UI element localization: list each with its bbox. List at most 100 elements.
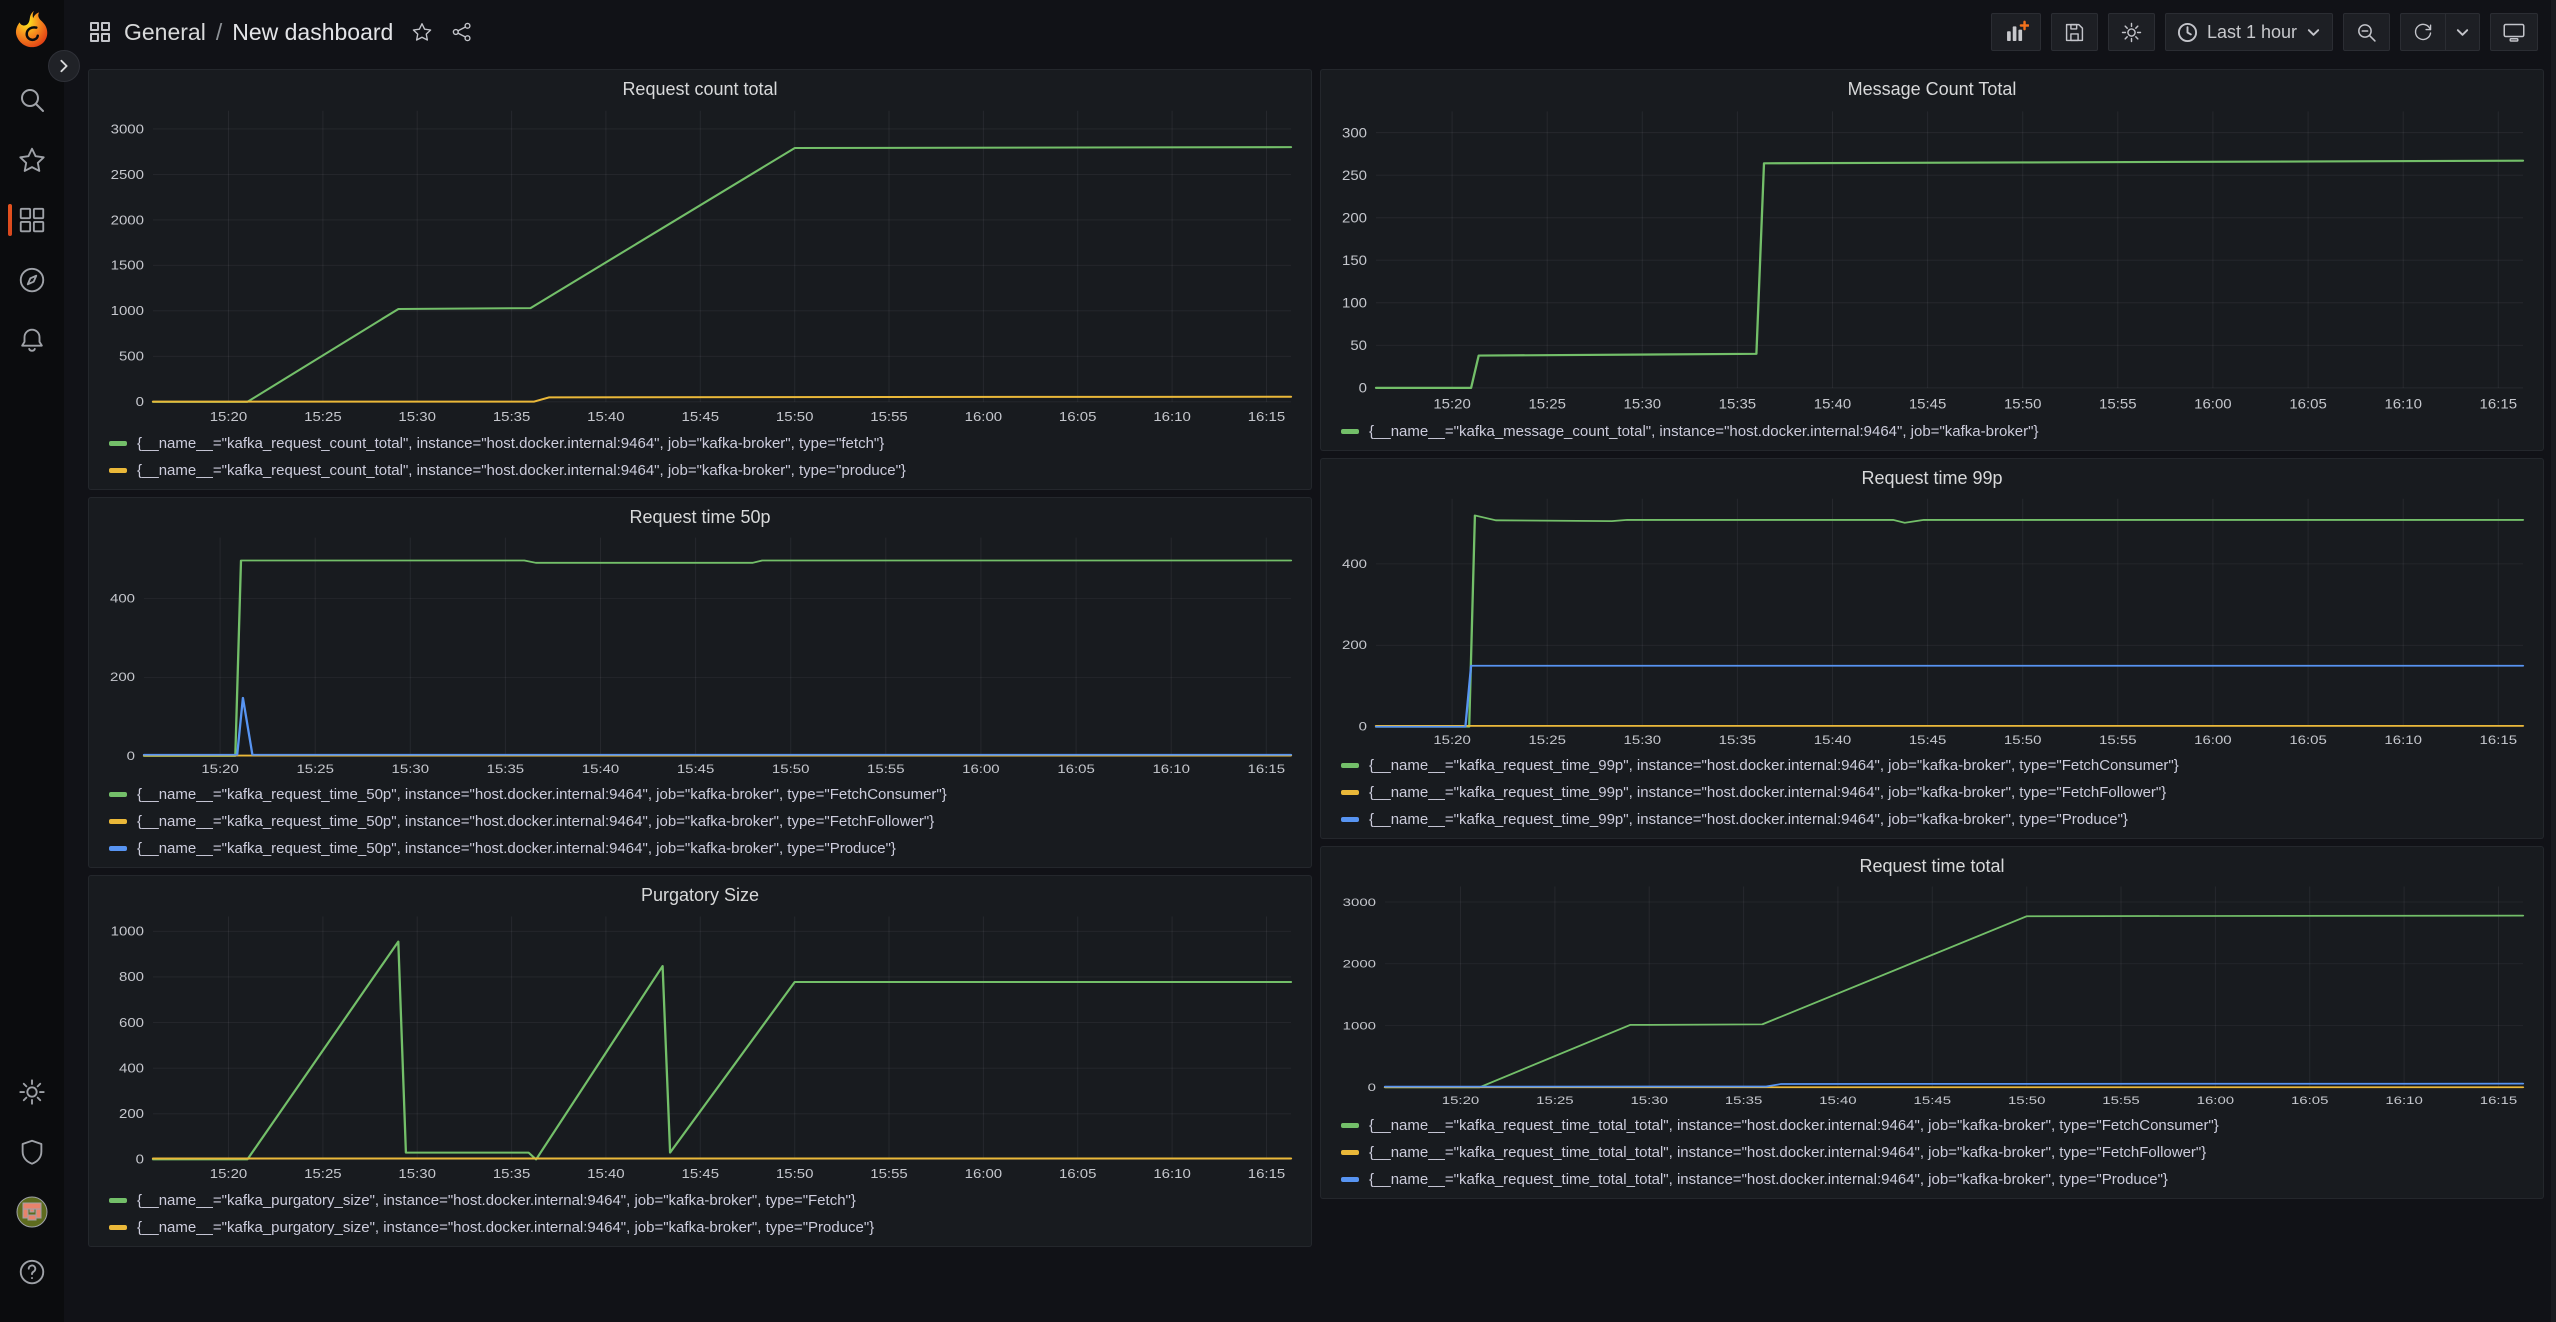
- time-series-chart[interactable]: 0 500 1000 1500 2000 2500 3000 15:20 15:25 15:30 1…: [99, 102, 1301, 428]
- x-axis-tick-label: 15:45: [1909, 733, 1947, 746]
- chart-legend: {__name__="kafka_request_time_total_tota…: [1331, 1115, 2533, 1190]
- legend-item[interactable]: {__name__="kafka_request_time_50p", inst…: [109, 838, 1301, 859]
- y-axis-tick-label: 600: [119, 1015, 144, 1030]
- legend-label: {__name__="kafka_request_time_50p", inst…: [137, 840, 896, 857]
- sidebar-item-help[interactable]: [8, 1252, 56, 1292]
- legend-item[interactable]: {__name__="kafka_request_time_50p", inst…: [109, 811, 1301, 832]
- y-axis-tick-label: 200: [1342, 639, 1367, 652]
- legend-item[interactable]: {__name__="kafka_request_time_99p", inst…: [1341, 782, 2533, 803]
- dashboard-settings-button[interactable]: [2107, 13, 2155, 51]
- legend-item[interactable]: {__name__="kafka_request_time_99p", inst…: [1341, 755, 2533, 776]
- star-icon: [413, 23, 432, 41]
- x-axis-tick-label: 15:40: [1819, 1094, 1856, 1107]
- dashboards-grid-icon[interactable]: [88, 20, 112, 44]
- share-dashboard-button[interactable]: [451, 21, 473, 43]
- legend-item[interactable]: {__name__="kafka_request_time_total_tota…: [1341, 1142, 2533, 1163]
- time-series-chart[interactable]: 0 200 400 15:20 15:25 15:30 15:35 15:40 15:45 15:…: [1331, 491, 2533, 750]
- sidebar-item-explore[interactable]: [8, 260, 56, 300]
- legend-item[interactable]: {__name__="kafka_request_time_total_tota…: [1341, 1115, 2533, 1136]
- refresh-interval-dropdown[interactable]: [2446, 13, 2480, 51]
- panel-title[interactable]: Request count total: [622, 79, 778, 99]
- shield-icon: [21, 1139, 43, 1165]
- scrollbar[interactable]: [2551, 0, 2556, 1322]
- chart-legend: {__name__="kafka_request_count_total", i…: [99, 433, 1301, 481]
- panel-title[interactable]: Purgatory Size: [640, 885, 760, 905]
- time-series-chart[interactable]: 0 50 100 150 200 250 300 15:20 15:25 15:30 15:35 15…: [1331, 102, 2533, 416]
- x-axis-tick-label: 15:55: [870, 409, 908, 424]
- y-axis-tick-label: 50: [1350, 338, 1367, 353]
- legend-label: {__name__="kafka_request_time_99p", inst…: [1369, 784, 2167, 801]
- dashboard-column-left: Request count total 0 500 1000 1500 2000 2500…: [88, 69, 1312, 1247]
- sidebar-item-alerting[interactable]: [8, 320, 56, 360]
- x-axis-tick-label: 16:05: [1059, 1166, 1097, 1181]
- chevron-down-icon: [2307, 28, 2320, 36]
- panel-title[interactable]: Request time 99p: [1861, 468, 2003, 488]
- series-color-swatch: [109, 792, 127, 797]
- series-color-swatch: [1341, 1150, 1359, 1155]
- legend-item[interactable]: {__name__="kafka_request_time_99p", inst…: [1341, 809, 2533, 830]
- x-axis-tick-label: 15:30: [1624, 397, 1661, 412]
- y-axis-tick-label: 200: [110, 671, 135, 684]
- top-navigation: General / New dashboard: [64, 0, 2556, 64]
- series-line: [1383, 1082, 2525, 1088]
- sidebar-item-profile[interactable]: [8, 1192, 56, 1232]
- legend-label: {__name__="kafka_request_time_total_tota…: [1369, 1117, 2219, 1134]
- sidebar-item-settings[interactable]: [8, 1072, 56, 1112]
- alerting-bell-icon: [21, 328, 43, 352]
- time-range-picker[interactable]: Last 1 hour: [2164, 13, 2333, 51]
- x-axis-tick-label: 16:00: [2194, 397, 2231, 412]
- dashboard-toolbar: Last 1 hour: [1990, 13, 2538, 51]
- x-axis-tick-label: 15:35: [1725, 1094, 1762, 1107]
- panel-request-time-50p: Request time 50p 0 200 400 15:20 15:25 15:30 1…: [88, 497, 1312, 868]
- x-axis-tick-label: 16:10: [1153, 409, 1191, 424]
- chart-legend: {__name__="kafka_message_count_total", i…: [1331, 421, 2533, 442]
- zoom-out-time-button[interactable]: [2343, 13, 2390, 51]
- series-color-swatch: [109, 819, 127, 824]
- panel-title[interactable]: Request time 50p: [629, 507, 771, 527]
- legend-item[interactable]: {__name__="kafka_request_time_50p", inst…: [109, 784, 1301, 805]
- sidebar-item-starred[interactable]: [8, 140, 56, 180]
- grafana-logo[interactable]: [10, 8, 54, 52]
- legend-item[interactable]: {__name__="kafka_request_count_total", i…: [109, 460, 1301, 481]
- sidebar-item-server-admin[interactable]: [8, 1132, 56, 1172]
- series-line: [1374, 159, 2525, 389]
- x-axis-tick-label: 15:55: [2102, 1094, 2139, 1107]
- cycle-view-mode-button[interactable]: [2490, 13, 2538, 51]
- time-series-chart[interactable]: 0 200 400 600 800 1000 15:20 15:25 15:30 15:35 15:…: [99, 908, 1301, 1185]
- search-icon: [21, 89, 44, 112]
- zoom-out-icon: [2358, 23, 2376, 42]
- legend-item[interactable]: {__name__="kafka_message_count_total", i…: [1341, 421, 2533, 442]
- x-axis-tick-label: 15:45: [677, 763, 714, 776]
- time-series-chart[interactable]: 0 1000 2000 3000 15:20 15:25 15:30 15:35 15:40 15…: [1331, 879, 2533, 1110]
- sidebar-item-search[interactable]: [8, 80, 56, 120]
- x-axis-tick-label: 16:05: [2291, 1094, 2328, 1107]
- panel-title[interactable]: Request time total: [1859, 856, 2005, 876]
- y-axis-tick-label: 400: [1342, 557, 1367, 570]
- panel-title[interactable]: Message Count Total: [1847, 79, 2017, 99]
- save-dashboard-button[interactable]: [2050, 13, 2098, 51]
- x-axis-tick-label: 16:00: [2194, 733, 2232, 746]
- add-panel-button[interactable]: [1990, 13, 2041, 51]
- x-axis-tick-label: 15:55: [2099, 733, 2137, 746]
- legend-item[interactable]: {__name__="kafka_purgatory_size", instan…: [109, 1217, 1301, 1238]
- breadcrumb-section[interactable]: General: [124, 18, 206, 45]
- time-series-chart[interactable]: 0 200 400 15:20 15:25 15:30 15:35 15:40 15:45 15:…: [99, 530, 1301, 779]
- main-area: General / New dashboard: [64, 0, 2556, 1322]
- legend-item[interactable]: {__name__="kafka_request_time_total_tota…: [1341, 1169, 2533, 1190]
- x-axis-tick-label: 15:25: [1528, 397, 1565, 412]
- refresh-dashboard-button[interactable]: [2400, 13, 2446, 51]
- legend-item[interactable]: {__name__="kafka_purgatory_size", instan…: [109, 1190, 1301, 1211]
- expand-sidebar-button[interactable]: [48, 50, 80, 82]
- y-axis-tick-label: 0: [1359, 381, 1367, 396]
- legend-label: {__name__="kafka_request_time_99p", inst…: [1369, 757, 2179, 774]
- star-dashboard-button[interactable]: [411, 21, 433, 43]
- series-color-swatch: [1341, 817, 1359, 822]
- series-line: [151, 940, 1293, 1161]
- breadcrumb-page-title[interactable]: New dashboard: [232, 18, 394, 45]
- save-floppy-icon: [2065, 23, 2084, 41]
- x-axis-tick-label: 16:05: [2289, 733, 2327, 746]
- dashboard-grid: Request count total 0 500 1000 1500 2000 2500…: [64, 64, 2556, 1322]
- series-line: [142, 696, 1293, 756]
- legend-item[interactable]: {__name__="kafka_request_count_total", i…: [109, 433, 1301, 454]
- sidebar-item-dashboards[interactable]: [8, 200, 56, 240]
